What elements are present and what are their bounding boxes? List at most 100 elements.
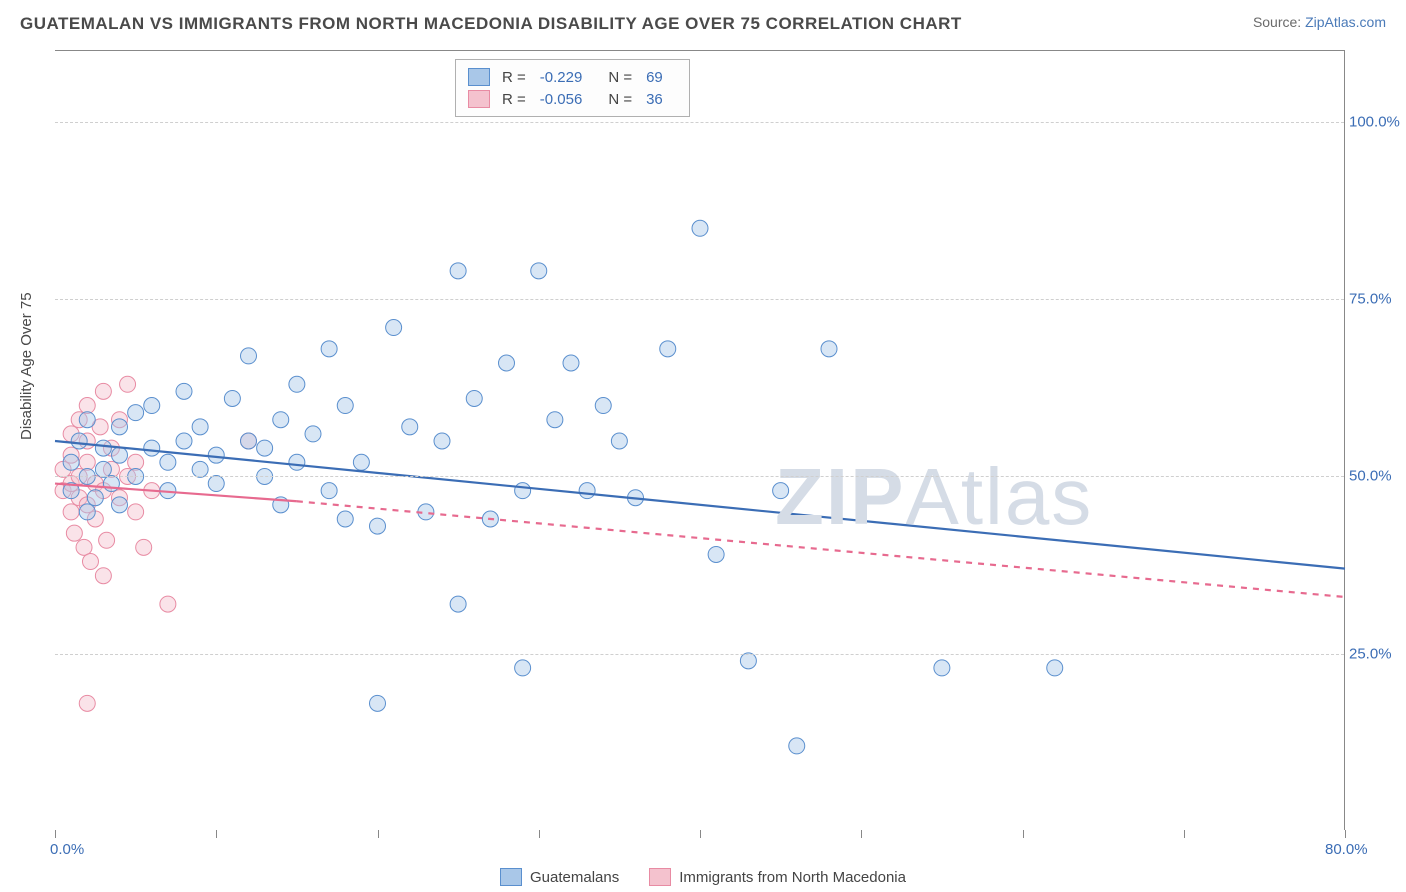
- y-axis-label: Disability Age Over 75: [18, 292, 35, 440]
- r-label: R =: [502, 91, 526, 108]
- source-attribution: Source: ZipAtlas.com: [1253, 14, 1386, 30]
- data-point: [660, 341, 676, 357]
- data-point: [99, 532, 115, 548]
- data-point: [273, 412, 289, 428]
- data-point: [82, 554, 98, 570]
- data-point: [192, 461, 208, 477]
- n-label: N =: [608, 69, 632, 86]
- data-point: [531, 263, 547, 279]
- trend-line: [55, 441, 1345, 569]
- data-point: [95, 461, 111, 477]
- r-value: -0.056: [540, 91, 583, 108]
- source-label: Source:: [1253, 14, 1301, 30]
- data-point: [611, 433, 627, 449]
- source-link[interactable]: ZipAtlas.com: [1305, 14, 1386, 30]
- chart-title: GUATEMALAN VS IMMIGRANTS FROM NORTH MACE…: [20, 14, 962, 34]
- data-point: [370, 695, 386, 711]
- data-point: [136, 539, 152, 555]
- data-point: [821, 341, 837, 357]
- x-tick-label: 80.0%: [1325, 841, 1368, 858]
- legend-series-label: Immigrants from North Macedonia: [679, 869, 906, 886]
- data-point: [595, 398, 611, 414]
- data-point: [499, 355, 515, 371]
- gridline: [55, 122, 1344, 123]
- x-tick: [55, 830, 56, 838]
- r-value: -0.229: [540, 69, 583, 86]
- y-tick-label: 100.0%: [1349, 113, 1404, 130]
- y-tick-label: 75.0%: [1349, 291, 1404, 308]
- data-point: [450, 596, 466, 612]
- x-tick: [539, 830, 540, 838]
- data-point: [241, 348, 257, 364]
- data-point: [128, 504, 144, 520]
- data-point: [321, 483, 337, 499]
- y-tick-label: 50.0%: [1349, 468, 1404, 485]
- legend-stat-row: R = -0.229 N = 69: [468, 66, 677, 88]
- data-point: [789, 738, 805, 754]
- data-point: [579, 483, 595, 499]
- data-point: [87, 490, 103, 506]
- data-point: [402, 419, 418, 435]
- data-point: [547, 412, 563, 428]
- legend-swatch: [468, 68, 490, 86]
- data-point: [128, 405, 144, 421]
- data-point: [79, 398, 95, 414]
- data-point: [176, 383, 192, 399]
- legend-series-item: Immigrants from North Macedonia: [649, 868, 906, 886]
- data-point: [79, 695, 95, 711]
- data-point: [63, 504, 79, 520]
- r-label: R =: [502, 69, 526, 86]
- data-point: [450, 263, 466, 279]
- scatter-plot-svg: [55, 51, 1344, 830]
- data-point: [128, 454, 144, 470]
- data-point: [434, 433, 450, 449]
- data-point: [192, 419, 208, 435]
- x-tick: [861, 830, 862, 838]
- data-point: [289, 376, 305, 392]
- data-point: [76, 539, 92, 555]
- data-point: [95, 383, 111, 399]
- data-point: [337, 398, 353, 414]
- data-point: [466, 390, 482, 406]
- legend-stat-row: R = -0.056 N = 36: [468, 88, 677, 110]
- legend-swatch: [649, 868, 671, 886]
- data-point: [71, 433, 87, 449]
- n-value: 69: [646, 69, 663, 86]
- data-point: [160, 454, 176, 470]
- data-point: [112, 497, 128, 513]
- n-value: 36: [646, 91, 663, 108]
- data-point: [353, 454, 369, 470]
- data-point: [79, 504, 95, 520]
- data-point: [160, 596, 176, 612]
- n-label: N =: [608, 91, 632, 108]
- data-point: [95, 568, 111, 584]
- data-point: [708, 546, 724, 562]
- data-point: [1047, 660, 1063, 676]
- data-point: [112, 447, 128, 463]
- trend-line: [297, 501, 1345, 597]
- x-tick: [1184, 830, 1185, 838]
- x-tick: [1345, 830, 1346, 838]
- x-tick: [700, 830, 701, 838]
- x-tick: [216, 830, 217, 838]
- data-point: [257, 440, 273, 456]
- x-tick: [378, 830, 379, 838]
- data-point: [692, 220, 708, 236]
- data-point: [63, 454, 79, 470]
- data-point: [386, 320, 402, 336]
- data-point: [337, 511, 353, 527]
- data-point: [321, 341, 337, 357]
- correlation-legend: R = -0.229 N = 69 R = -0.056 N = 36: [455, 59, 690, 117]
- data-point: [773, 483, 789, 499]
- data-point: [144, 398, 160, 414]
- data-point: [79, 454, 95, 470]
- data-point: [515, 660, 531, 676]
- legend-series-label: Guatemalans: [530, 869, 619, 886]
- data-point: [370, 518, 386, 534]
- data-point: [79, 412, 95, 428]
- gridline: [55, 476, 1344, 477]
- gridline: [55, 654, 1344, 655]
- x-tick: [1023, 830, 1024, 838]
- data-point: [208, 476, 224, 492]
- data-point: [563, 355, 579, 371]
